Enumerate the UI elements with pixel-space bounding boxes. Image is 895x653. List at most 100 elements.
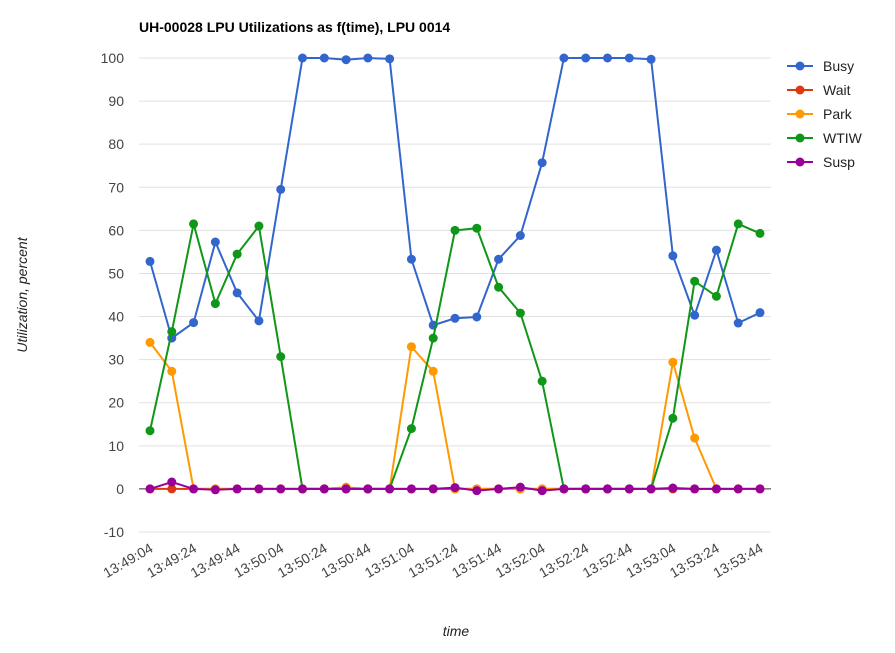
- data-point-susp: [494, 484, 504, 494]
- y-tick-label: 100: [101, 50, 125, 66]
- y-tick-label: 70: [108, 179, 124, 195]
- data-point-wtiw: [189, 219, 199, 229]
- legend-label-park: Park: [823, 106, 853, 122]
- data-point-busy: [755, 308, 765, 318]
- series-line-busy: [149, 56, 761, 340]
- data-point-susp: [189, 484, 199, 494]
- data-point-susp: [603, 484, 612, 494]
- series-line-park: [149, 341, 760, 490]
- data-point-wtiw: [537, 376, 547, 386]
- data-point-wtiw: [515, 308, 525, 318]
- data-point-park: [668, 357, 678, 367]
- y-tick-label: 20: [108, 395, 124, 411]
- data-point-busy: [406, 254, 416, 264]
- data-point-susp: [210, 485, 220, 495]
- data-point-busy: [450, 313, 460, 323]
- data-point-busy: [690, 310, 700, 320]
- data-point-susp: [298, 484, 307, 494]
- data-point-busy: [537, 158, 547, 168]
- data-point-wtiw: [210, 299, 220, 309]
- data-point-busy: [232, 288, 242, 298]
- data-point-susp: [450, 483, 460, 493]
- data-point-busy: [276, 184, 286, 194]
- legend-marker-park: [795, 109, 805, 119]
- legend-label-busy: Busy: [823, 58, 854, 74]
- y-tick-labels: -10 0 10 20 30 40 50 60 70 80 90 100: [101, 50, 125, 540]
- data-point-susp: [406, 484, 416, 494]
- data-point-susp: [232, 484, 242, 494]
- data-point-susp: [319, 484, 329, 494]
- data-point-wait: [167, 484, 177, 494]
- data-point-wtiw: [668, 413, 678, 423]
- data-point-susp: [646, 484, 656, 494]
- y-tick-label: -10: [104, 524, 124, 540]
- legend-label-wtiw: WTIW: [823, 130, 863, 146]
- y-tick-label: 30: [108, 352, 124, 368]
- series-line-wtiw: [149, 222, 761, 490]
- data-point-busy: [603, 53, 612, 63]
- data-point-wtiw: [145, 426, 155, 436]
- y-tick-label: 0: [116, 481, 124, 497]
- data-point-wtiw: [450, 225, 460, 235]
- data-point-susp: [472, 486, 482, 496]
- data-point-wtiw: [494, 282, 504, 292]
- series-lines: [145, 53, 765, 496]
- data-point-susp: [537, 486, 547, 496]
- data-point-busy: [559, 53, 569, 63]
- data-point-susp: [581, 484, 591, 494]
- data-point-busy: [341, 55, 351, 65]
- data-point-wtiw: [276, 352, 286, 362]
- y-axis-title: Utilization, percent: [14, 236, 30, 352]
- data-point-park: [406, 342, 416, 352]
- data-point-busy: [711, 245, 721, 255]
- data-point-busy: [210, 237, 220, 247]
- data-point-park: [167, 366, 177, 376]
- data-point-busy: [385, 54, 395, 64]
- data-point-park: [145, 337, 155, 347]
- legend: Busy Wait Park WTIW Susp: [787, 58, 863, 170]
- data-point-susp: [363, 484, 373, 494]
- y-tick-label: 40: [108, 309, 124, 325]
- data-point-wtiw: [167, 327, 177, 337]
- data-point-wtiw: [711, 291, 721, 301]
- data-point-susp: [254, 484, 264, 494]
- data-point-susp: [690, 484, 700, 494]
- legend-marker-busy: [795, 61, 805, 71]
- data-point-busy: [668, 251, 678, 261]
- data-point-susp: [515, 482, 525, 492]
- y-tick-label: 50: [108, 265, 124, 281]
- data-point-busy: [363, 53, 373, 63]
- data-point-susp: [668, 483, 678, 493]
- y-tick-label: 10: [108, 438, 124, 454]
- data-point-susp: [276, 484, 286, 494]
- legend-marker-susp: [795, 157, 805, 167]
- data-point-busy: [733, 318, 743, 328]
- legend-label-wait: Wait: [823, 82, 851, 98]
- legend-label-susp: Susp: [823, 154, 855, 170]
- y-tick-label: 60: [108, 222, 124, 238]
- data-point-wtiw: [690, 276, 700, 286]
- data-point-wtiw: [254, 221, 264, 231]
- x-tick-labels: 13:49:0413:49:2413:49:4413:50:0413:50:24…: [100, 540, 765, 581]
- data-point-busy: [472, 312, 482, 322]
- data-point-susp: [755, 484, 765, 494]
- data-point-busy: [319, 53, 329, 63]
- legend-marker-wtiw: [795, 133, 805, 143]
- data-point-busy: [494, 254, 504, 264]
- data-point-susp: [145, 484, 155, 494]
- data-point-busy: [646, 54, 656, 64]
- data-point-park: [690, 433, 700, 443]
- chart-title: UH-00028 LPU Utilizations as f(time), LP…: [139, 19, 450, 35]
- data-point-wtiw: [733, 219, 743, 229]
- data-point-susp: [711, 484, 721, 494]
- data-point-park: [428, 366, 438, 376]
- legend-marker-wait: [795, 85, 805, 95]
- data-point-busy: [189, 318, 199, 328]
- data-point-busy: [254, 316, 264, 326]
- data-point-wtiw: [472, 223, 482, 233]
- data-point-wtiw: [232, 249, 242, 259]
- data-point-busy: [298, 53, 307, 63]
- data-point-susp: [559, 484, 569, 494]
- data-point-busy: [624, 53, 634, 63]
- x-tick-label: 13:53:44: [710, 540, 765, 581]
